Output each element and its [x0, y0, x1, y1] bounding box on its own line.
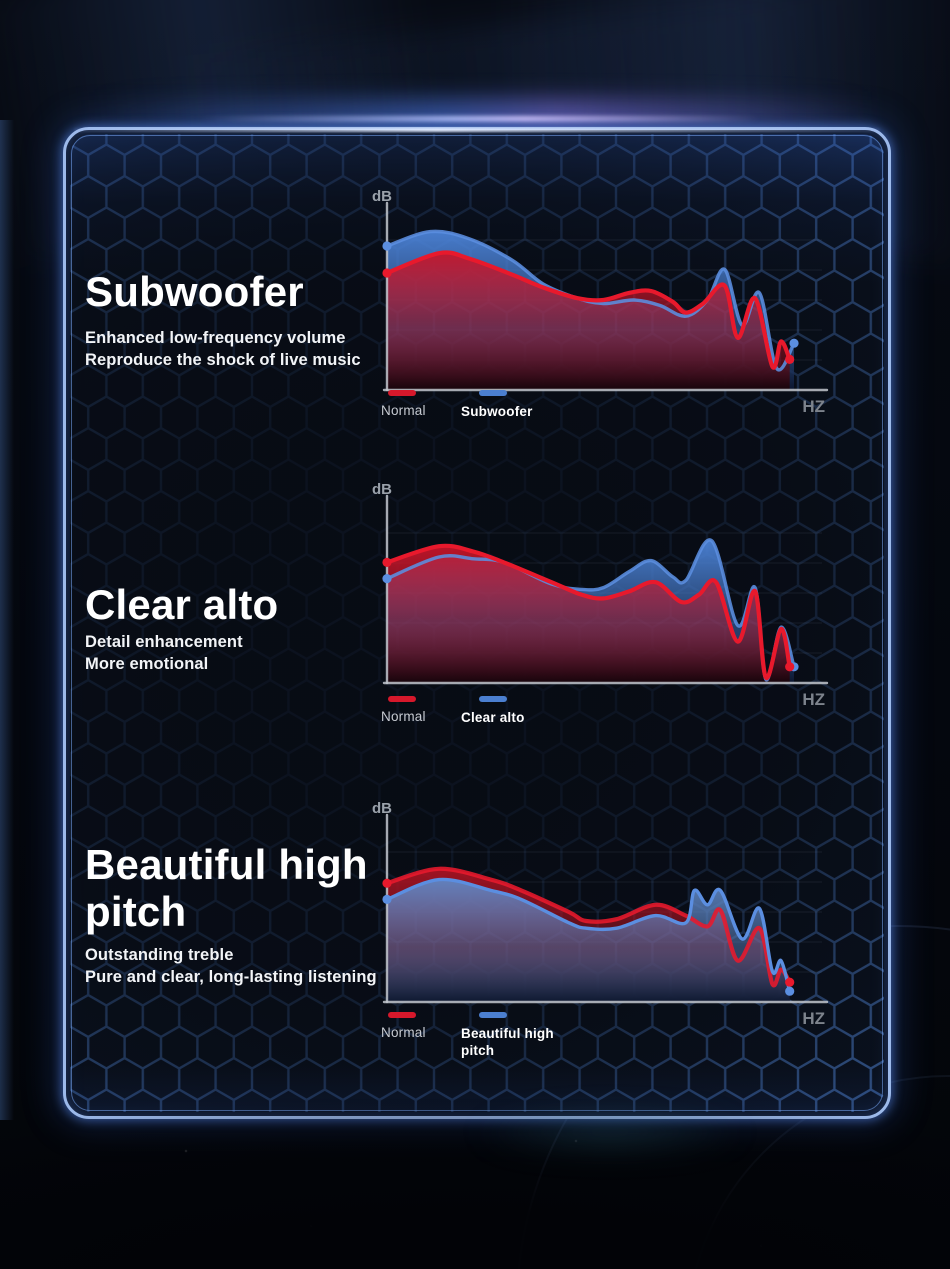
legend-dash-blue	[479, 696, 507, 702]
x-axis-label: HZ	[802, 397, 825, 416]
legend-item-subwoofer: Subwoofer	[461, 390, 571, 420]
chart-clear-alto: dB HZ	[372, 481, 829, 709]
y-axis-label: dB	[372, 800, 392, 817]
section-title-beautiful-high-pitch: Beautiful high pitch	[85, 841, 368, 936]
under-panel-glow	[470, 1112, 750, 1152]
y-axis-label: dB	[372, 188, 392, 205]
subtitle-line: Enhanced low-frequency volume	[85, 329, 346, 347]
subtitle-line: More emotional	[85, 655, 209, 673]
left-edge-sheen	[0, 120, 14, 1120]
section-subtitle-beautiful-high-pitch: Outstanding treble Pure and clear, long-…	[85, 944, 465, 988]
x-axis-label: HZ	[802, 690, 825, 709]
legend-dash-blue	[479, 390, 507, 396]
subtitle-line: Pure and clear, long-lasting listening	[85, 968, 377, 986]
subtitle-line: Detail enhancement	[85, 633, 243, 651]
legend-item-beautiful-high-pitch: Beautiful high pitch	[461, 1012, 571, 1060]
legend-clear-alto: Normal Clear alto	[381, 696, 571, 726]
y-axis-label: dB	[372, 481, 392, 498]
section-title-clear-alto: Clear alto	[85, 581, 279, 628]
section-subtitle-clear-alto: Detail enhancement More emotional	[85, 631, 465, 675]
legend-dash-red	[388, 1012, 416, 1018]
section-subtitle-subwoofer: Enhanced low-frequency volume Reproduce …	[85, 327, 465, 371]
legend-dash-red	[388, 696, 416, 702]
legend-dash-red	[388, 390, 416, 396]
legend-item-normal: Normal	[381, 696, 429, 726]
subtitle-line: Reproduce the shock of live music	[85, 351, 361, 369]
legend-beautiful-high-pitch: Normal Beautiful high pitch	[381, 1012, 571, 1060]
legend-label: Normal	[381, 708, 426, 724]
top-glow-streak-core	[200, 116, 760, 122]
legend-label: Normal	[381, 1024, 426, 1040]
legend-subwoofer: Normal Subwoofer	[381, 390, 571, 420]
chart-subwoofer: dB HZ	[372, 188, 829, 416]
legend-item-normal: Normal	[381, 390, 429, 420]
chart-beautiful-high-pitch: dB HZ	[372, 800, 829, 1028]
legend-item-clear-alto: Clear alto	[461, 696, 571, 726]
section-title-subwoofer: Subwoofer	[85, 268, 304, 315]
legend-label: Beautiful high pitch	[461, 1025, 554, 1059]
bottom-vignette	[0, 1099, 950, 1269]
subtitle-line: Outstanding treble	[85, 946, 234, 964]
legend-dash-blue	[479, 1012, 507, 1018]
legend-label: Subwoofer	[461, 403, 533, 419]
legend-label: Normal	[381, 402, 426, 418]
legend-item-normal: Normal	[381, 1012, 429, 1060]
x-axis-label: HZ	[802, 1009, 825, 1028]
legend-label: Clear alto	[461, 709, 525, 725]
